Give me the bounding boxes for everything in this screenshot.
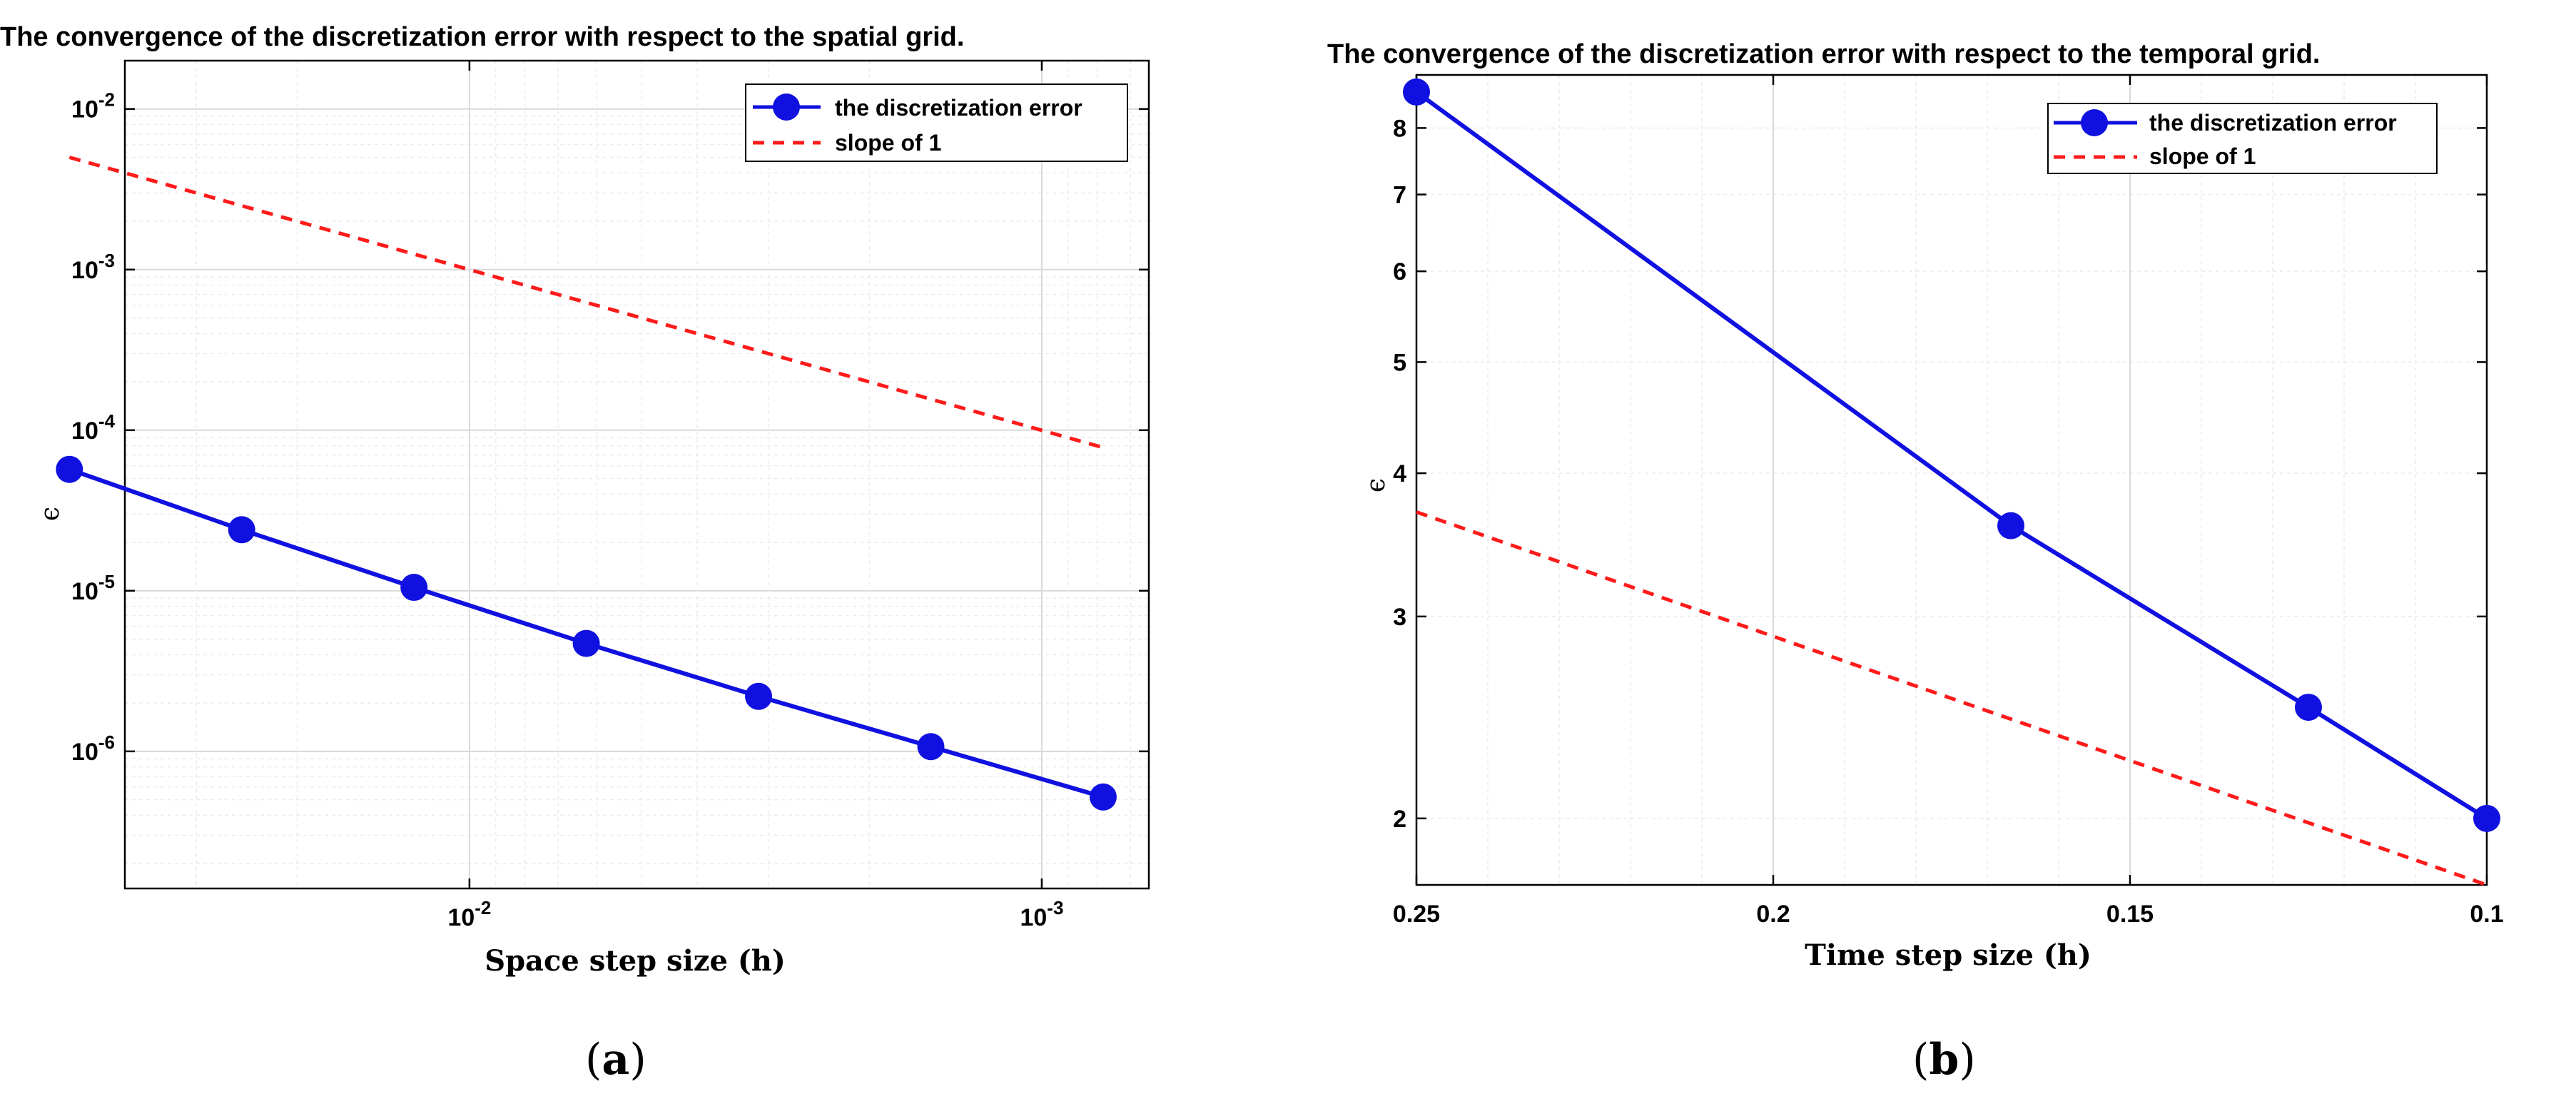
chart-b-ytick-label: 8 (1393, 115, 1406, 142)
panel-label-b-letter: b (1929, 1035, 1959, 1085)
chart-b-data (1403, 78, 2500, 887)
chart-a-ytick-label: 10-3 (71, 250, 115, 284)
chart-a-error-point (400, 574, 428, 602)
chart-b-slope-line (1416, 510, 2488, 887)
chart-b-error-point (2473, 804, 2500, 832)
chart-b-ytick-label: 4 (1393, 460, 1406, 487)
chart-a-legend: the discretization error slope of 1 (745, 83, 1128, 162)
chart-b-axes: 2 3 4 5 6 7 8 0.25 0.2 0.15 0.1 (1393, 74, 2504, 928)
chart-a-error-point (745, 682, 773, 710)
chart-a-ytick-base: 10 (71, 96, 98, 123)
chart-a-ytick-base: 10 (71, 739, 98, 766)
chart-b-xtick-label: 0.25 (1393, 901, 1440, 928)
chart-b-legend-label-slope: slope of 1 (2149, 143, 2256, 169)
chart-a-legend-label-slope: slope of 1 (835, 130, 941, 156)
chart-a-legend-label-error: the discretization error (835, 95, 1082, 121)
chart-b-legend-label-error: the discretization error (2149, 110, 2397, 136)
chart-a: The convergence of the discretization er… (0, 22, 1150, 1085)
chart-b-error-point (2295, 694, 2322, 721)
panel-label-a: (a) (585, 1035, 646, 1085)
panel-label-b: (b) (1912, 1035, 1976, 1085)
chart-a-ytick-base: 10 (71, 257, 98, 284)
chart-b-ytick-label: 3 (1393, 604, 1406, 631)
chart-b-xtick-label: 0.1 (2470, 901, 2503, 928)
chart-a-xtick-exp: -2 (475, 897, 491, 918)
chart-a-grid (125, 61, 1149, 888)
chart-a-axes: 10-210-310-410-510-610-2 10-3 (71, 59, 1150, 931)
chart-b-ylabel: ϵ (1361, 478, 1391, 492)
chart-a-frame (123, 59, 1150, 890)
chart-b-legend-marker-error (2081, 109, 2108, 136)
chart-b-ytick-label: 7 (1393, 182, 1406, 209)
chart-a-xtick-base: 10 (1020, 904, 1047, 931)
chart-b-frame (1415, 74, 2488, 886)
chart-b-legend: the discretization error slope of 1 (2047, 103, 2438, 174)
chart-a-xtick-label: 10-3 (1020, 897, 1063, 931)
chart-b-ytick-label: 6 (1393, 258, 1406, 285)
chart-a-error-point (56, 455, 83, 483)
chart-a-ytick-label: 10-4 (71, 410, 115, 445)
chart-a-slope-line (69, 156, 1104, 450)
chart-a-error-point (572, 629, 600, 657)
chart-b-title: The convergence of the discretization er… (1327, 39, 2321, 69)
chart-a-ylabel: ϵ (36, 507, 65, 521)
chart-a-legend-marker-error (773, 93, 800, 121)
chart-b-xlabel: Time step size (h) (1805, 938, 2091, 972)
chart-a-ytick-exp: -6 (98, 731, 115, 753)
chart-b-xtick-label: 0.15 (2106, 901, 2154, 928)
chart-a-xtick-label: 10-2 (447, 897, 491, 931)
chart-b-error-line (1415, 90, 2488, 821)
chart-a-xlabel: Space step size (h) (485, 944, 786, 978)
chart-b: The convergence of the discretization er… (1327, 39, 2504, 1085)
chart-a-error-point (1089, 783, 1117, 811)
chart-a-xtick-base: 10 (447, 904, 475, 931)
chart-b-xtick-label: 0.2 (1756, 901, 1790, 928)
chart-a-error-point (228, 516, 255, 544)
chart-b-legend-box (2047, 103, 2438, 174)
chart-a-ytick-label: 10-5 (71, 571, 115, 605)
chart-b-ytick-label: 5 (1393, 349, 1406, 376)
chart-a-ytick-exp: -4 (98, 410, 116, 432)
chart-a-ytick-label: 10-6 (71, 731, 115, 766)
chart-a-error-point (917, 733, 945, 761)
panel-label-a-letter: a (602, 1035, 629, 1085)
chart-a-title: The convergence of the discretization er… (0, 22, 964, 52)
chart-a-ytick-exp: -5 (98, 571, 115, 592)
chart-a-ytick-exp: -2 (98, 89, 115, 111)
chart-a-data (56, 156, 1117, 811)
chart-b-error-point (1403, 78, 1430, 106)
chart-a-ytick-exp: -3 (98, 250, 115, 271)
chart-a-ytick-base: 10 (71, 417, 98, 445)
chart-b-error-point (1997, 512, 2024, 540)
chart-a-ytick-label: 10-2 (71, 89, 115, 123)
chart-a-xtick-exp: -3 (1047, 897, 1063, 918)
chart-a-legend-box (745, 83, 1128, 162)
chart-b-ytick-label: 2 (1393, 806, 1406, 833)
chart-a-ytick-base: 10 (71, 578, 98, 605)
